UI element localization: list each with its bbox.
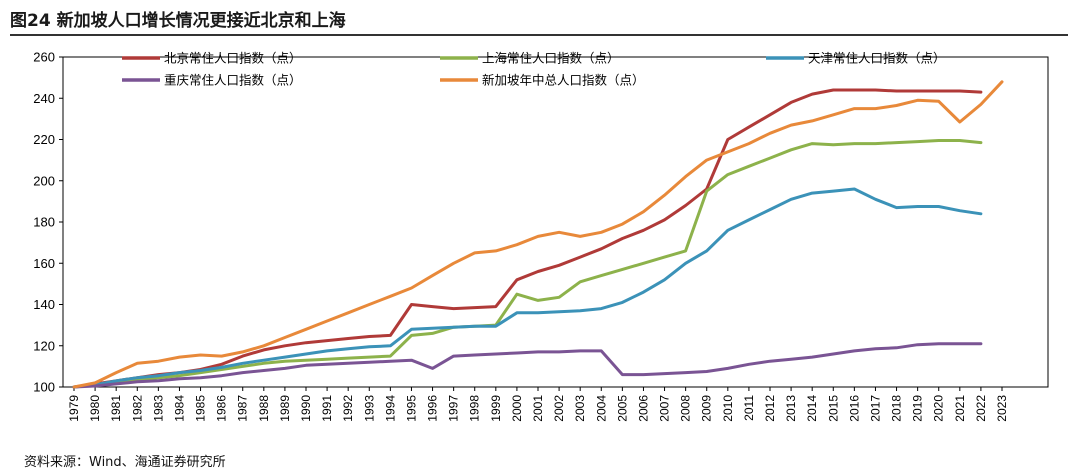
x-tick-label: 2011 xyxy=(742,395,756,421)
legend-label-1: 上海常住人口指数（点） xyxy=(482,51,620,66)
x-tick-label: 2009 xyxy=(700,395,714,422)
series-line-2 xyxy=(72,187,983,389)
x-tick-label: 2021 xyxy=(953,395,967,422)
y-tick-label: 220 xyxy=(33,132,55,147)
x-tick-label: 2018 xyxy=(890,395,904,422)
x-tick-label: 2022 xyxy=(974,395,988,422)
x-tick-label: 2005 xyxy=(615,395,629,422)
x-tick-label: 1995 xyxy=(404,395,418,422)
x-tick-label: 2023 xyxy=(995,395,1009,422)
chart-title: 图24 新加坡人口增长情况更接近北京和上海 xyxy=(10,11,346,31)
x-tick-label: 1984 xyxy=(172,395,186,422)
legend-label-2: 天津常住人口指数（点） xyxy=(808,51,946,66)
y-tick-label: 160 xyxy=(33,256,55,271)
series-line-1 xyxy=(72,139,983,389)
x-tick-label: 2019 xyxy=(911,395,925,422)
x-tick-label: 2015 xyxy=(826,395,840,422)
y-tick-label: 180 xyxy=(33,215,55,230)
series-line-0 xyxy=(72,88,983,389)
source-note: 资料来源：Wind、海通证券研究所 xyxy=(24,455,226,470)
x-tick-label: 1980 xyxy=(88,395,102,422)
legend-label-3: 重庆常住人口指数（点） xyxy=(164,73,302,88)
x-tick-label: 1981 xyxy=(109,395,123,422)
series-line-4 xyxy=(72,80,1004,389)
x-tick-label: 1979 xyxy=(67,395,81,422)
plot-frame xyxy=(62,56,1049,388)
x-tick-label: 1999 xyxy=(489,395,503,422)
series-line-3 xyxy=(72,342,983,389)
series-lines xyxy=(72,80,1004,389)
y-tick-label: 100 xyxy=(33,380,55,395)
y-tick-label: 120 xyxy=(33,338,55,353)
x-tick-label: 1985 xyxy=(194,395,208,422)
chart-axes: 100 120 140 160 180 200 220 240 260 1979 1980 1981 1… xyxy=(33,50,1049,422)
title-divider xyxy=(10,34,1068,36)
legend-label-4: 新加坡年中总人口指数（点） xyxy=(482,73,645,88)
x-tick-label: 1994 xyxy=(383,395,397,422)
x-tick-label: 2000 xyxy=(510,395,524,422)
x-tick-label: 2002 xyxy=(552,395,566,422)
x-tick-label: 1988 xyxy=(257,395,271,422)
x-tick-label: 1983 xyxy=(151,395,165,422)
x-tick-label: 1996 xyxy=(426,395,440,422)
x-tick-label: 2010 xyxy=(721,395,735,422)
x-tick-label: 2008 xyxy=(679,395,693,422)
x-tick-label: 1991 xyxy=(320,395,334,422)
x-tick-label: 1992 xyxy=(341,395,355,422)
x-tick-label: 2012 xyxy=(763,395,777,422)
x-tick-label: 2017 xyxy=(868,395,882,422)
y-tick-label: 140 xyxy=(33,297,55,312)
y-tick-label: 200 xyxy=(33,173,55,188)
x-tick-label: 2004 xyxy=(594,395,608,422)
x-tick-label: 1993 xyxy=(362,395,376,422)
x-tick-label: 2001 xyxy=(531,395,545,422)
y-tick-label: 260 xyxy=(33,50,55,65)
x-tick-label: 2006 xyxy=(636,395,650,422)
x-tick-label: 1989 xyxy=(278,395,292,422)
x-tick-label: 1986 xyxy=(215,395,229,422)
x-tick-label: 1987 xyxy=(236,395,250,422)
x-tick-label: 2013 xyxy=(784,395,798,422)
chart-legend: 北京常住人口指数（点） 上海常住人口指数（点） 天津常住人口指数（点） 重庆常住人口指… xyxy=(122,51,946,88)
x-tick-label: 2014 xyxy=(805,395,819,422)
legend-label-0: 北京常住人口指数（点） xyxy=(164,51,302,66)
x-tick-label: 2007 xyxy=(658,395,672,422)
y-tick-label: 240 xyxy=(33,91,55,106)
x-tick-label: 2020 xyxy=(932,395,946,422)
x-tick-label: 1982 xyxy=(130,395,144,422)
line-chart: 100 120 140 160 180 200 220 240 260 1979 1980 1981 1… xyxy=(33,50,1049,422)
x-tick-label: 1990 xyxy=(299,395,313,422)
x-tick-label: 1998 xyxy=(468,395,482,422)
x-tick-label: 2003 xyxy=(573,395,587,422)
x-tick-label: 2016 xyxy=(847,395,861,422)
x-tick-label: 1997 xyxy=(447,395,461,422)
